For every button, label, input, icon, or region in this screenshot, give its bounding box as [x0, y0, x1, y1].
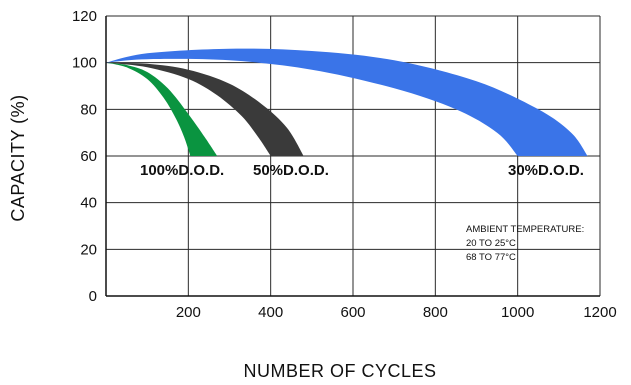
tick-labels: 0 20 40 60 80 100 120 200 400 600 800 1000 1200 — [72, 8, 617, 321]
x-tick-label-400: 400 — [258, 304, 283, 321]
x-tick-label-200: 200 — [176, 304, 201, 321]
ambient-temperature-note: AMBIENT TEMPERATURE: 20 TO 25°C 68 TO 77… — [466, 224, 584, 263]
x-tick-label-800: 800 — [423, 304, 448, 321]
band-100-dod — [106, 62, 218, 157]
y-tick-label-0: 0 — [89, 288, 97, 305]
series-label-30-dod: 30%D.O.D. — [508, 162, 584, 179]
x-tick-label-1200: 1200 — [583, 304, 616, 321]
y-tick-label-100: 100 — [72, 55, 97, 72]
y-tick-label-60: 60 — [80, 148, 97, 165]
y-tick-label-40: 40 — [80, 195, 97, 212]
x-tick-label-1000: 1000 — [501, 304, 534, 321]
band-50-dod — [106, 62, 304, 157]
band-30-dod — [106, 48, 588, 156]
y-axis-title: CAPACITY (%) — [8, 94, 28, 221]
series-bands — [106, 48, 588, 157]
series-label-50-dod: 50%D.O.D. — [253, 162, 329, 179]
y-tick-label-20: 20 — [80, 241, 97, 258]
note-line-fahrenheit: 68 TO 77°C — [466, 252, 516, 263]
y-tick-label-120: 120 — [72, 8, 97, 25]
x-axis-title: NUMBER OF CYCLES — [243, 361, 436, 381]
note-line-title: AMBIENT TEMPERATURE: — [466, 224, 584, 235]
note-line-celsius: 20 TO 25°C — [466, 238, 516, 249]
y-tick-label-80: 80 — [80, 101, 97, 118]
x-tick-label-600: 600 — [340, 304, 365, 321]
series-label-100-dod: 100%D.O.D. — [140, 162, 224, 179]
